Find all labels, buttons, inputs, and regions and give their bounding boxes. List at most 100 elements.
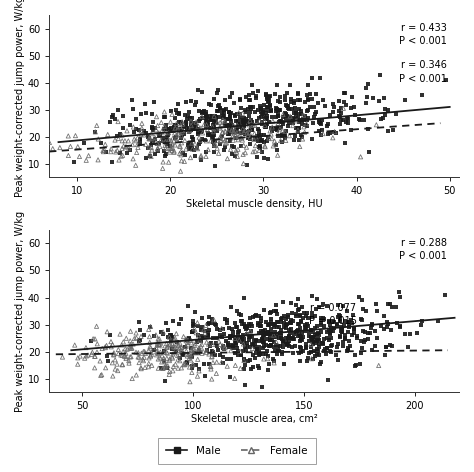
- Point: [276, 117, 284, 124]
- Point: [195, 108, 203, 115]
- Point: [122, 335, 130, 342]
- Point: [335, 112, 343, 119]
- Point: [155, 132, 163, 140]
- Point: [125, 359, 133, 367]
- Point: [244, 330, 251, 338]
- Point: [194, 322, 201, 329]
- Point: [182, 118, 190, 126]
- Point: [240, 121, 247, 128]
- Point: [256, 117, 264, 125]
- Point: [259, 331, 266, 339]
- Point: [197, 342, 205, 350]
- Point: [234, 110, 241, 118]
- Point: [273, 318, 281, 326]
- Point: [246, 135, 254, 143]
- Point: [249, 103, 256, 111]
- Point: [237, 117, 245, 124]
- Point: [253, 345, 260, 353]
- Point: [306, 332, 313, 339]
- Point: [219, 359, 227, 366]
- Point: [168, 110, 176, 118]
- Point: [298, 134, 305, 141]
- Point: [317, 131, 324, 139]
- Point: [220, 146, 228, 153]
- Point: [259, 328, 267, 335]
- Point: [154, 122, 162, 129]
- Point: [243, 329, 250, 337]
- Point: [252, 133, 260, 141]
- Point: [174, 355, 182, 363]
- Point: [320, 335, 328, 343]
- Point: [351, 362, 359, 370]
- Point: [313, 345, 321, 353]
- Point: [234, 153, 241, 160]
- Point: [122, 350, 130, 357]
- Point: [294, 332, 301, 340]
- Point: [234, 136, 242, 143]
- Point: [281, 319, 288, 327]
- Point: [192, 361, 200, 369]
- Point: [202, 321, 210, 329]
- Point: [148, 130, 155, 137]
- Point: [165, 136, 173, 143]
- Point: [177, 168, 184, 175]
- Point: [190, 121, 198, 129]
- Point: [226, 343, 233, 351]
- Point: [202, 110, 210, 118]
- Point: [102, 149, 110, 156]
- Point: [236, 113, 244, 121]
- Point: [239, 340, 247, 348]
- Point: [406, 330, 414, 337]
- Point: [159, 364, 166, 372]
- Point: [140, 354, 148, 361]
- Point: [267, 106, 275, 114]
- Point: [276, 125, 284, 133]
- Point: [264, 120, 271, 128]
- Point: [278, 132, 286, 140]
- Point: [176, 339, 184, 347]
- Point: [237, 317, 245, 325]
- Point: [263, 335, 271, 343]
- Point: [167, 337, 174, 345]
- Text: r = 0.346
P < 0.001: r = 0.346 P < 0.001: [399, 60, 447, 84]
- Point: [149, 126, 156, 134]
- Point: [347, 316, 355, 324]
- Point: [116, 130, 123, 137]
- Point: [194, 128, 201, 136]
- Point: [176, 357, 183, 364]
- Point: [283, 339, 290, 346]
- Point: [142, 350, 149, 357]
- Point: [351, 325, 358, 333]
- Point: [271, 332, 278, 339]
- Point: [301, 309, 308, 317]
- Point: [246, 334, 253, 341]
- Point: [239, 331, 247, 338]
- Point: [282, 315, 290, 323]
- Point: [207, 137, 215, 144]
- Point: [194, 131, 202, 138]
- Point: [303, 107, 311, 114]
- Point: [276, 98, 284, 106]
- Point: [135, 359, 143, 366]
- Point: [136, 336, 144, 344]
- Point: [338, 327, 346, 334]
- Point: [228, 326, 236, 333]
- Point: [270, 331, 277, 339]
- Point: [299, 116, 306, 124]
- Point: [109, 359, 116, 367]
- Point: [262, 90, 270, 98]
- Point: [269, 355, 277, 363]
- Point: [174, 101, 182, 108]
- Point: [262, 109, 270, 116]
- Point: [151, 124, 158, 132]
- Point: [163, 364, 171, 372]
- Point: [267, 341, 275, 348]
- Point: [287, 95, 295, 103]
- Point: [257, 322, 265, 329]
- Point: [159, 328, 167, 336]
- Point: [248, 126, 256, 134]
- Point: [168, 346, 176, 353]
- Point: [292, 108, 300, 116]
- Point: [319, 300, 327, 308]
- Point: [161, 108, 168, 116]
